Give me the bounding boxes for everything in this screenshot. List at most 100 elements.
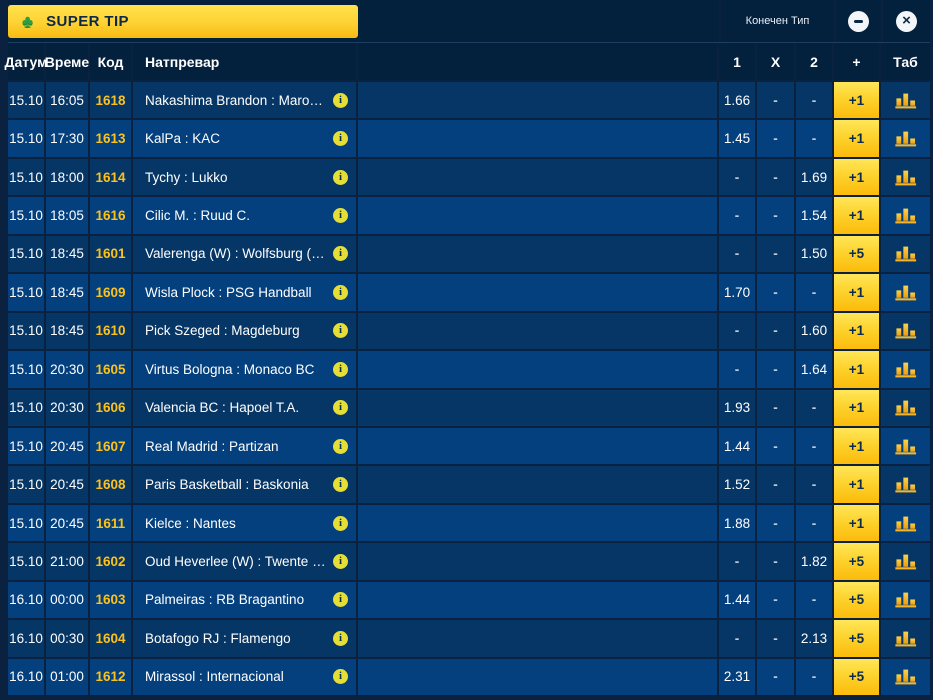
add-tip-button[interactable]: +5 [834,658,879,695]
date-cell: 16.10 [8,581,46,619]
minimize-button[interactable] [848,10,869,32]
info-icon[interactable]: i [333,284,348,300]
info-icon[interactable]: i [333,477,348,493]
info-icon[interactable]: i [333,400,348,416]
add-tip-button[interactable]: +1 [834,466,879,503]
stats-button[interactable] [881,466,930,502]
stats-button[interactable] [881,197,930,233]
info-icon[interactable]: i [333,592,348,608]
stats-button[interactable] [881,274,930,310]
match-name: Valencia BC : Hapoel T.A. [145,400,300,416]
add-tip-button[interactable]: +1 [834,427,879,465]
odd-1-cell: - [719,235,757,273]
stats-button[interactable] [881,620,930,656]
match-name: Wisla Plock : PSG Handball [145,284,312,300]
odd-1-cell[interactable]: 2.31 [719,658,757,695]
odd-1-cell[interactable]: 1.93 [719,389,757,426]
add-tip-button[interactable]: +5 [834,235,879,273]
code-cell: 1616 [90,197,133,234]
odd-2-cell: - [796,82,834,119]
odd-2-cell[interactable]: 1.50 [796,235,834,273]
odd-1-cell[interactable]: 1.44 [719,427,757,465]
super-tip-banner[interactable]: ♣ SUPER TIP [8,4,358,38]
info-icon[interactable]: i [333,361,348,377]
stats-button[interactable] [881,428,930,464]
add-tip-button[interactable]: +5 [834,543,879,580]
add-tip-button[interactable]: +1 [834,158,879,196]
add-cell: +5 [834,581,881,619]
add-tip-button[interactable]: +5 [834,620,879,657]
info-icon[interactable]: i [333,208,348,224]
odd-2-cell[interactable]: 2.13 [796,620,834,657]
spacer-cell [358,274,719,311]
match-cell: Pick Szeged : Magdeburg i [133,312,358,350]
table-row: 16.10 01:00 1612 Mirassol : Internaciona… [8,656,930,695]
odd-2-cell[interactable]: 1.82 [796,543,834,580]
stats-button[interactable] [881,351,930,387]
odd-2-cell: - [796,427,834,465]
date-cell: 15.10 [8,120,46,157]
add-tip-button[interactable]: +1 [834,504,879,542]
add-tip-button[interactable]: +1 [834,82,879,119]
info-icon[interactable]: i [333,169,348,185]
info-icon[interactable]: i [333,553,348,569]
minus-icon [854,19,863,23]
stats-button[interactable] [881,390,930,426]
odd-2-cell[interactable]: 1.60 [796,312,834,350]
odd-2-cell[interactable]: 1.64 [796,351,834,388]
odd-1-cell[interactable]: 1.88 [719,504,757,542]
tab-cell [881,390,930,426]
info-icon[interactable]: i [333,515,348,531]
stats-button[interactable] [881,120,930,156]
add-tip-button[interactable]: +1 [834,312,879,350]
stats-button[interactable] [881,505,930,541]
spacer-cell [358,197,719,234]
stats-button[interactable] [881,313,930,349]
match-name: KalPa : KAC [145,131,221,147]
info-icon[interactable]: i [333,438,348,454]
odd-x-cell: - [757,82,796,119]
add-cell: +1 [834,274,881,311]
table-row: 16.10 00:00 1603 Palmeiras : RB Braganti… [8,579,930,619]
info-icon[interactable]: i [333,131,348,147]
stats-button[interactable] [881,159,930,195]
add-tip-button[interactable]: +1 [834,274,879,311]
tab-cell [881,82,930,118]
odd-1-cell[interactable]: 1.66 [719,82,757,119]
spacer-cell [358,466,719,503]
stats-button[interactable] [881,82,930,118]
odd-1-cell[interactable]: 1.44 [719,581,757,619]
add-tip-button[interactable]: +1 [834,351,879,388]
match-cell: Kielce : Nantes i [133,504,358,542]
stats-button[interactable] [881,543,930,579]
add-tip-button[interactable]: +1 [834,389,879,426]
add-cell: +1 [834,466,881,503]
odd-1-cell[interactable]: 1.70 [719,274,757,311]
odd-x-cell: - [757,158,796,196]
stats-button[interactable] [881,659,930,695]
tab-cell [881,582,930,618]
add-tip-button[interactable]: +5 [834,581,879,619]
close-button[interactable]: × [896,10,917,32]
time-cell: 17:30 [46,120,90,157]
info-icon[interactable]: i [333,323,348,339]
odd-2-cell[interactable]: 1.69 [796,158,834,196]
spacer-cell [358,620,719,657]
match-cell: Valerenga (W) : Wolfsburg (W) i [133,235,358,273]
info-icon[interactable]: i [333,92,348,108]
stats-button[interactable] [881,236,930,272]
info-icon[interactable]: i [333,630,348,646]
info-icon[interactable]: i [333,669,348,685]
date-cell: 15.10 [8,543,46,580]
stats-button[interactable] [881,582,930,618]
add-cell: +1 [834,197,881,234]
match-name: Nakashima Brandon : Maroz… [145,92,327,108]
odd-2-cell: - [796,466,834,503]
column-header-odd1: 1 [719,43,757,80]
add-tip-button[interactable]: +1 [834,197,879,234]
odd-1-cell[interactable]: 1.45 [719,120,757,157]
info-icon[interactable]: i [333,246,348,262]
odd-1-cell[interactable]: 1.52 [719,466,757,503]
odd-2-cell[interactable]: 1.54 [796,197,834,234]
add-tip-button[interactable]: +1 [834,120,879,157]
